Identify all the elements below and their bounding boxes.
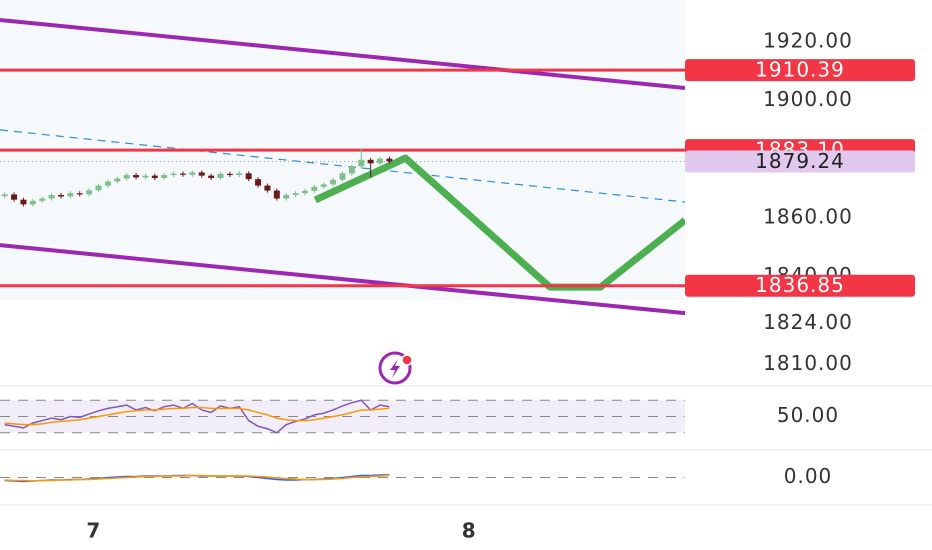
y-tick-label: 0.00 (784, 464, 833, 488)
candle-body (208, 175, 215, 178)
rsi-line (4, 406, 390, 426)
candle-body (339, 173, 346, 180)
candle-body (104, 181, 111, 186)
y-tick-label: 1900.00 (763, 87, 853, 111)
alert-icon[interactable] (378, 351, 413, 385)
candle-body (255, 179, 262, 186)
candle-body (198, 172, 205, 176)
candle-body (358, 159, 365, 167)
level-tag (685, 274, 915, 297)
candle-body (161, 175, 168, 178)
candle-body (264, 185, 271, 191)
candle-body (189, 172, 196, 175)
candle-body (67, 193, 74, 197)
candle-body (57, 194, 64, 197)
candle-body (76, 193, 83, 195)
candle-body (114, 178, 121, 182)
candle-body (245, 173, 252, 180)
level-tag (685, 59, 915, 82)
candle-body (1, 194, 8, 197)
candle-body (170, 173, 177, 176)
candle-body (86, 190, 93, 195)
candle-body (283, 194, 290, 199)
candle-body (273, 190, 280, 199)
candle-body (301, 190, 308, 194)
candle-body (320, 184, 327, 187)
last-price-label: 1879.24 (755, 149, 845, 173)
y-tick-label: 1810.00 (763, 351, 853, 375)
x-tick-label: 8 (462, 519, 477, 543)
candle-body (292, 193, 299, 195)
candle-body (217, 173, 224, 178)
candle-body (151, 175, 158, 178)
level-label: 1836.85 (755, 273, 845, 297)
candle-body (311, 186, 318, 191)
last-price-tag (685, 150, 915, 173)
drawing-line (0, 129, 685, 203)
y-tick-label: 1920.00 (763, 28, 853, 52)
y-tick-label: 50.00 (777, 403, 839, 427)
candle-body (133, 175, 140, 178)
candle-body (348, 166, 355, 174)
candle-body (226, 173, 233, 176)
rsi-line (4, 399, 390, 434)
candle-body (142, 175, 149, 178)
candle-body (95, 185, 102, 191)
candle-body (39, 198, 46, 201)
x-tick-label: 7 (86, 519, 101, 543)
drawing-line (0, 243, 685, 316)
candle-body (29, 200, 36, 205)
main-pane (0, 17, 685, 316)
y-tick-label: 1824.00 (763, 310, 853, 334)
y-tick-label: 1860.00 (763, 204, 853, 228)
candle-body (48, 194, 55, 199)
candle-body (123, 175, 130, 179)
candle-body (386, 158, 393, 162)
candle-body (330, 179, 337, 185)
drawing-line (0, 17, 685, 90)
drawing-line (313, 154, 685, 291)
level-label: 1910.39 (755, 58, 845, 82)
candle-body (367, 159, 374, 164)
candle-body (20, 199, 27, 205)
candle-body (377, 158, 384, 164)
candle-body (179, 173, 186, 175)
candle-body (11, 194, 18, 200)
macd-line (4, 474, 390, 482)
candle-body (236, 173, 243, 176)
